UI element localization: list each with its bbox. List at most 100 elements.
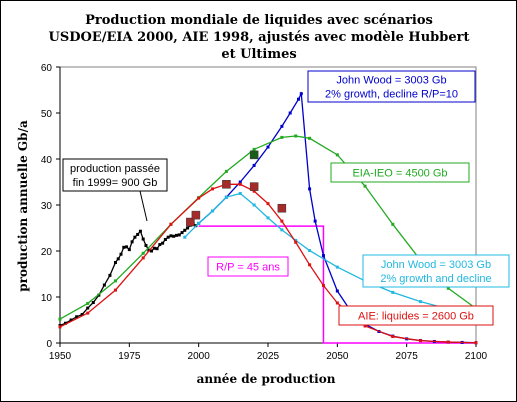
data-point (166, 235, 170, 239)
data-point (299, 92, 303, 96)
data-point (155, 247, 159, 251)
data-point (224, 169, 228, 173)
highlight-marker (249, 182, 259, 191)
data-point (313, 219, 317, 223)
annotation-text: 2% growth, decline R/P=10 (325, 89, 458, 101)
data-point (280, 135, 284, 139)
data-point (141, 251, 145, 255)
annotation-past: production passée fin 1999= 900 Gb (62, 158, 168, 222)
data-point (177, 233, 181, 237)
annotation-box (62, 158, 168, 192)
data-point (321, 284, 325, 287)
y-axis-label: production annuelle Gb/a (16, 120, 30, 292)
annotation-aie: AIE: liquides = 2600 Gb (338, 305, 494, 326)
data-point (113, 261, 117, 264)
series-4 (58, 182, 478, 345)
annotation-rp: R/P = 45 ans (207, 256, 289, 277)
annotation-box (330, 162, 470, 183)
data-point (183, 235, 187, 239)
data-point (122, 245, 126, 249)
data-point (138, 229, 142, 233)
series-group (58, 91, 478, 345)
data-point (91, 301, 95, 305)
series-line (59, 222, 197, 327)
annotation-text: John Wood = 3003 Gb (336, 75, 446, 87)
rp-line (198, 225, 476, 344)
annotation-wood2: John Wood = 3003 Gb 2% growth and decline (362, 254, 510, 288)
data-point (113, 279, 117, 283)
data-point (391, 222, 395, 226)
data-point (119, 252, 123, 256)
data-point (86, 311, 90, 315)
annotation-text: EIA-IEO = 4500 Gb (352, 168, 447, 180)
data-point (211, 187, 215, 191)
y-tick-label: 0 (46, 339, 52, 350)
data-point (116, 257, 120, 261)
data-point (335, 153, 339, 157)
data-point (158, 243, 162, 247)
series-0 (58, 221, 198, 328)
data-point (363, 184, 367, 188)
data-point (102, 283, 106, 287)
data-point (141, 237, 145, 241)
data-point (446, 286, 450, 290)
annotation-text: John Wood = 3003 Gb (381, 259, 491, 271)
data-point (308, 136, 312, 140)
data-point (391, 335, 395, 339)
data-point (58, 317, 62, 321)
title-line-2: USDOE/EIA 2000, AIE 1998, ajustés avec m… (49, 30, 470, 45)
x-tick-label: 2075 (396, 351, 419, 362)
data-point (163, 238, 167, 241)
x-tick-label: 2000 (188, 351, 211, 362)
data-point (294, 238, 298, 242)
data-point (125, 245, 129, 249)
data-point (224, 195, 228, 199)
annotation-arrow (139, 190, 148, 222)
y-tick-label: 20 (41, 247, 53, 258)
annotation-eia: EIA-IEO = 4500 Gb (330, 162, 470, 183)
data-point (186, 226, 190, 230)
data-point (335, 301, 339, 305)
data-point (152, 246, 156, 250)
data-point (294, 240, 298, 244)
data-point (144, 243, 148, 247)
y-tick-label: 50 (41, 109, 53, 120)
data-point (252, 163, 256, 167)
data-point (297, 97, 301, 101)
data-point (266, 216, 270, 220)
title-line-1: Production mondiale de liquides avec scé… (85, 13, 433, 28)
y-tick-label: 30 (41, 201, 53, 212)
data-point (141, 256, 145, 260)
data-point (335, 265, 339, 269)
data-point (252, 189, 256, 193)
data-point (75, 315, 79, 319)
x-tick-label: 2025 (257, 351, 280, 362)
data-point (252, 147, 256, 151)
annotation-text: fin 1999= 900 Gb (73, 177, 158, 189)
data-point (335, 289, 339, 293)
x-tick-label: 2050 (326, 351, 349, 362)
data-point (133, 235, 137, 239)
annotation-text: 2% growth and decline (380, 273, 491, 285)
data-point (161, 241, 165, 245)
highlight-marker (222, 180, 231, 189)
annotation-text: R/P = 45 ans (216, 262, 280, 274)
data-point (280, 219, 284, 223)
data-point (252, 203, 256, 207)
y-tick-label: 40 (41, 155, 53, 166)
x-axis-label: année de production (197, 372, 336, 386)
y-tick-label: 60 (41, 63, 53, 74)
data-point (391, 290, 395, 294)
data-point (86, 306, 90, 310)
data-point (280, 228, 284, 232)
data-point (197, 196, 201, 200)
series-3 (183, 192, 478, 317)
data-point (211, 209, 215, 213)
highlight-marker (277, 203, 287, 213)
data-point (180, 231, 184, 235)
annotation-box (362, 254, 510, 288)
data-point (113, 288, 117, 292)
data-point (86, 301, 90, 305)
data-point (69, 318, 73, 322)
